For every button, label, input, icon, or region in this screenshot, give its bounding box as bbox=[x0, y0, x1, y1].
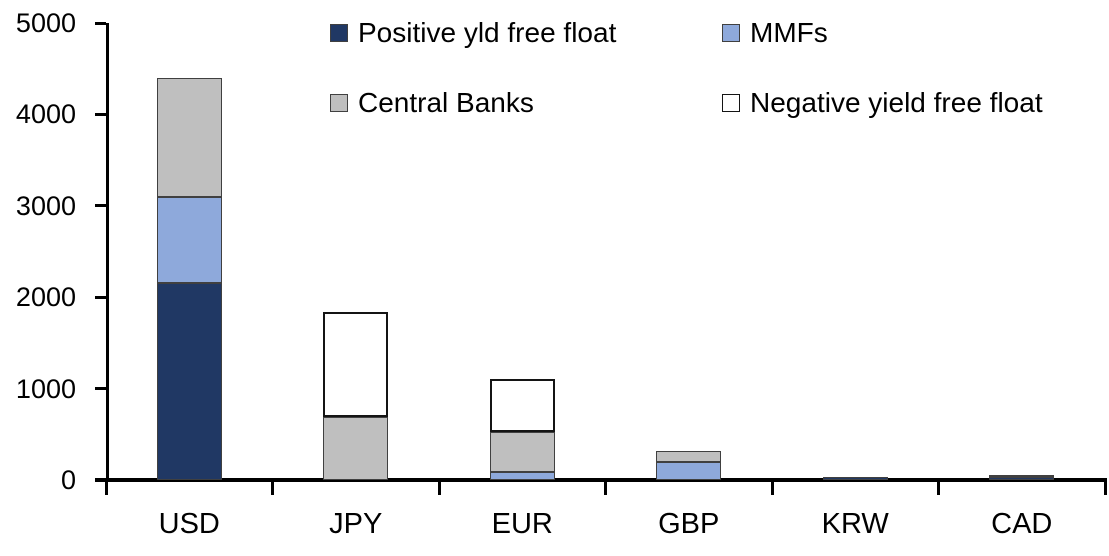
y-tick bbox=[95, 112, 106, 116]
bar-segment-krw-positive-yld-free-float bbox=[822, 476, 888, 480]
bar-segment-cad-central-banks bbox=[989, 474, 1055, 478]
x-category-label-jpy: JPY bbox=[329, 508, 383, 540]
x-category-label-gbp: GBP bbox=[658, 508, 720, 540]
y-tick-label: 4000 bbox=[15, 99, 76, 130]
bar-segment-eur-central-banks bbox=[489, 432, 555, 472]
bar-segment-gbp-mmfs bbox=[656, 461, 722, 480]
x-category-label-cad: CAD bbox=[991, 508, 1053, 540]
x-category-label-usd: USD bbox=[158, 508, 220, 540]
x-tick bbox=[937, 482, 940, 495]
legend-swatch-positive-yld-free-float bbox=[330, 24, 348, 42]
y-tick bbox=[95, 478, 106, 482]
bar-segment-usd-mmfs bbox=[156, 196, 222, 284]
x-tick bbox=[437, 482, 441, 495]
bar-segment-gbp-central-banks bbox=[656, 450, 722, 462]
x-tick bbox=[770, 482, 774, 495]
y-tick-label: 1000 bbox=[15, 373, 76, 404]
y-tick-label: 2000 bbox=[15, 282, 76, 313]
x-category-label-krw: KRW bbox=[821, 508, 889, 540]
bar-segment-usd-positive-yld-free-float bbox=[156, 283, 222, 480]
y-tick-label: 5000 bbox=[15, 8, 76, 38]
legend-item-positive-yld-free-float: Positive yld free float bbox=[330, 17, 616, 49]
x-tick bbox=[271, 482, 274, 495]
legend-swatch-central-banks bbox=[330, 94, 348, 112]
y-tick bbox=[95, 387, 106, 391]
y-tick-label: 0 bbox=[60, 465, 76, 495]
bar-segment-usd-central-banks bbox=[156, 77, 222, 197]
x-axis-line bbox=[95, 478, 1107, 482]
legend-item-mmfs: MMFs bbox=[722, 17, 828, 49]
legend-label-positive-yld-free-float: Positive yld free float bbox=[358, 17, 617, 48]
legend-item-central-banks: Central Banks bbox=[330, 87, 534, 119]
legend-swatch-negative-yield-free-float bbox=[722, 94, 740, 112]
bar-segment-eur-negative-yield-free-float bbox=[489, 379, 555, 433]
bar-segment-jpy-central-banks bbox=[323, 416, 389, 480]
legend-item-negative-yield-free-float: Negative yield free float bbox=[722, 87, 1043, 119]
legend-label-central-banks: Central Banks bbox=[358, 87, 534, 118]
y-axis-line bbox=[106, 23, 109, 482]
legend-swatch-mmfs bbox=[722, 24, 740, 42]
legend-label-mmfs: MMFs bbox=[750, 17, 828, 48]
y-tick-label: 3000 bbox=[15, 190, 76, 221]
x-tick bbox=[604, 482, 607, 495]
x-tick bbox=[104, 482, 108, 495]
y-tick bbox=[95, 295, 106, 299]
legend-label-negative-yield-free-float: Negative yield free float bbox=[750, 87, 1043, 118]
x-category-label-eur: EUR bbox=[491, 508, 553, 540]
y-tick bbox=[95, 21, 106, 25]
bar-segment-cad-positive-yld-free-float bbox=[989, 477, 1055, 480]
bar-segment-jpy-negative-yield-free-float bbox=[323, 311, 389, 417]
bar-segment-eur-mmfs bbox=[489, 471, 555, 480]
x-tick bbox=[1103, 482, 1107, 495]
y-tick bbox=[95, 204, 106, 208]
